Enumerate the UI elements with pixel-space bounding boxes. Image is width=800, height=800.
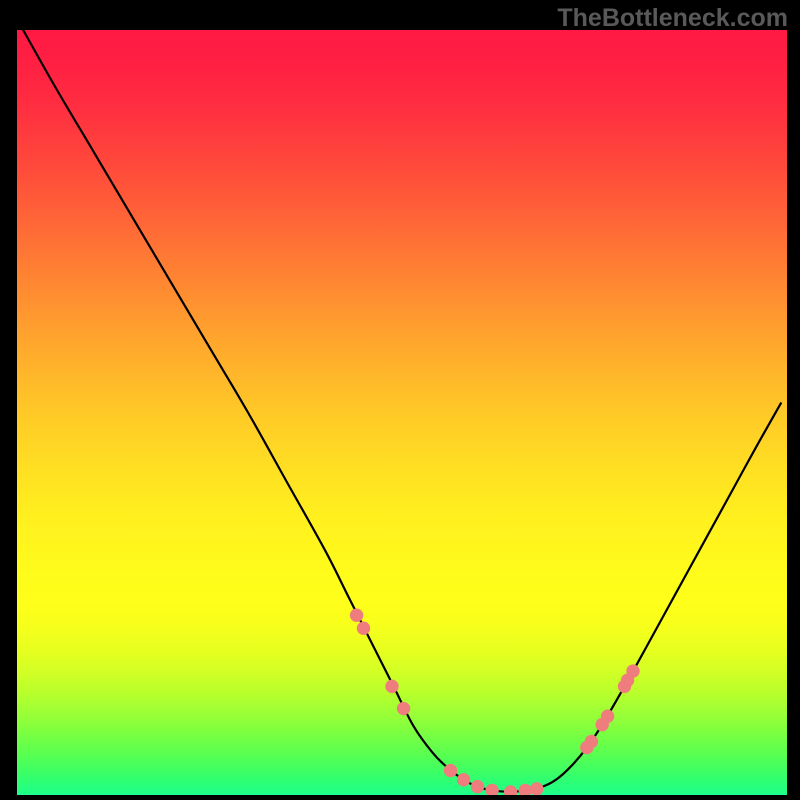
marker-dot — [397, 702, 409, 714]
marker-dot — [457, 774, 469, 786]
marker-dot — [444, 764, 456, 776]
marker-dot — [357, 622, 369, 634]
bottleneck-curve — [17, 30, 787, 795]
chart-frame: TheBottleneck.com — [0, 0, 800, 800]
marker-dot — [601, 710, 613, 722]
marker-group — [350, 609, 639, 795]
marker-dot — [531, 783, 543, 795]
marker-dot — [471, 780, 483, 792]
marker-dot — [486, 784, 498, 795]
watermark-text: TheBottleneck.com — [557, 4, 788, 33]
plot-area — [17, 30, 787, 795]
marker-dot — [627, 665, 639, 677]
marker-dot — [504, 786, 516, 795]
marker-dot — [519, 784, 531, 795]
marker-dot — [350, 609, 362, 621]
marker-dot — [585, 735, 597, 747]
curve-path — [23, 30, 781, 792]
marker-dot — [386, 680, 398, 692]
